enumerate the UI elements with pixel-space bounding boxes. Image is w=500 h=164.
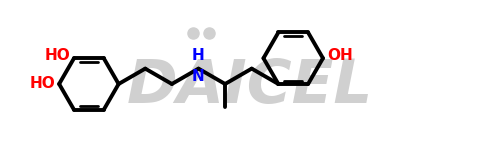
- Text: DAICEL: DAICEL: [127, 57, 373, 116]
- Text: HO: HO: [44, 48, 70, 63]
- Text: OH: OH: [327, 48, 352, 63]
- Text: H: H: [192, 48, 205, 63]
- Text: HO: HO: [30, 76, 55, 92]
- Text: N: N: [192, 69, 205, 84]
